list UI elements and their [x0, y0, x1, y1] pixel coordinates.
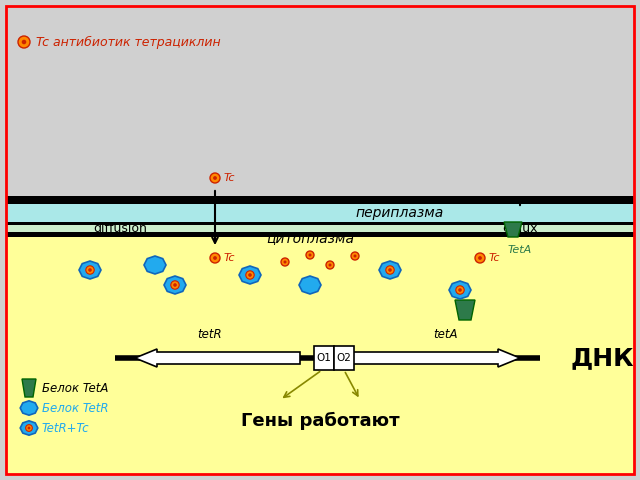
Text: Tc: Tc	[489, 253, 500, 263]
Circle shape	[386, 266, 394, 274]
Circle shape	[248, 273, 252, 277]
Text: ДНК: ДНК	[570, 346, 634, 370]
Circle shape	[22, 40, 26, 44]
Polygon shape	[22, 379, 36, 397]
Bar	[6, 222, 634, 225]
Polygon shape	[20, 421, 38, 435]
Circle shape	[213, 176, 217, 180]
Polygon shape	[239, 266, 261, 284]
Circle shape	[18, 36, 30, 48]
Circle shape	[456, 286, 464, 294]
Bar	[6, 204, 634, 222]
Circle shape	[326, 261, 334, 269]
Circle shape	[281, 258, 289, 266]
Polygon shape	[144, 256, 166, 274]
Polygon shape	[455, 300, 475, 320]
Polygon shape	[504, 222, 522, 237]
Bar	[6, 6, 634, 196]
Circle shape	[478, 256, 482, 260]
Polygon shape	[449, 281, 471, 299]
Circle shape	[26, 425, 33, 432]
Text: efflux: efflux	[502, 221, 538, 235]
Circle shape	[284, 261, 287, 264]
Text: цитоплазма: цитоплазма	[266, 231, 354, 245]
Circle shape	[171, 281, 179, 289]
Polygon shape	[379, 261, 401, 279]
Bar	[6, 225, 634, 232]
Text: Белок TetA: Белок TetA	[42, 382, 108, 395]
Text: O2: O2	[337, 353, 351, 363]
Polygon shape	[20, 401, 38, 415]
Text: Tc: Tc	[224, 253, 236, 263]
Circle shape	[86, 266, 94, 274]
Circle shape	[458, 288, 462, 292]
Polygon shape	[164, 276, 186, 294]
Bar	[6, 232, 634, 237]
Text: Гены работают: Гены работают	[241, 412, 399, 430]
FancyArrow shape	[135, 349, 300, 367]
FancyArrow shape	[352, 349, 520, 367]
FancyBboxPatch shape	[314, 346, 334, 370]
Text: tetR: tetR	[198, 328, 222, 341]
FancyBboxPatch shape	[334, 346, 354, 370]
Text: Tc антибиотик тетрациклин: Tc антибиотик тетрациклин	[36, 36, 221, 48]
Circle shape	[246, 271, 254, 279]
Text: tetA: tetA	[433, 328, 457, 341]
Circle shape	[28, 427, 31, 430]
Circle shape	[475, 253, 485, 263]
Circle shape	[210, 173, 220, 183]
Circle shape	[88, 268, 92, 272]
Circle shape	[328, 264, 332, 266]
Text: diffusion: diffusion	[93, 221, 147, 235]
Text: O1: O1	[317, 353, 332, 363]
Text: Tc: Tc	[224, 173, 236, 183]
Text: периплазма: периплазма	[356, 206, 444, 220]
Circle shape	[353, 254, 356, 257]
Polygon shape	[299, 276, 321, 294]
Text: TetR+Tc: TetR+Tc	[42, 421, 90, 434]
Circle shape	[308, 253, 312, 256]
Text: TetA: TetA	[508, 245, 532, 255]
Bar	[6, 196, 634, 204]
Circle shape	[213, 256, 217, 260]
Circle shape	[351, 252, 359, 260]
Text: Белок TetR: Белок TetR	[42, 401, 109, 415]
Circle shape	[173, 283, 177, 287]
Circle shape	[306, 251, 314, 259]
Circle shape	[210, 253, 220, 263]
Bar	[6, 237, 634, 474]
Polygon shape	[79, 261, 101, 279]
Circle shape	[388, 268, 392, 272]
